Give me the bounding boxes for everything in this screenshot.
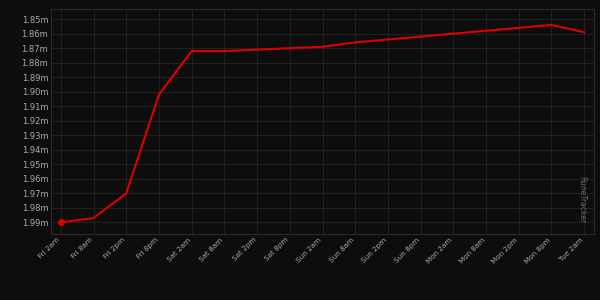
Text: RuneTracker: RuneTracker bbox=[577, 176, 586, 223]
